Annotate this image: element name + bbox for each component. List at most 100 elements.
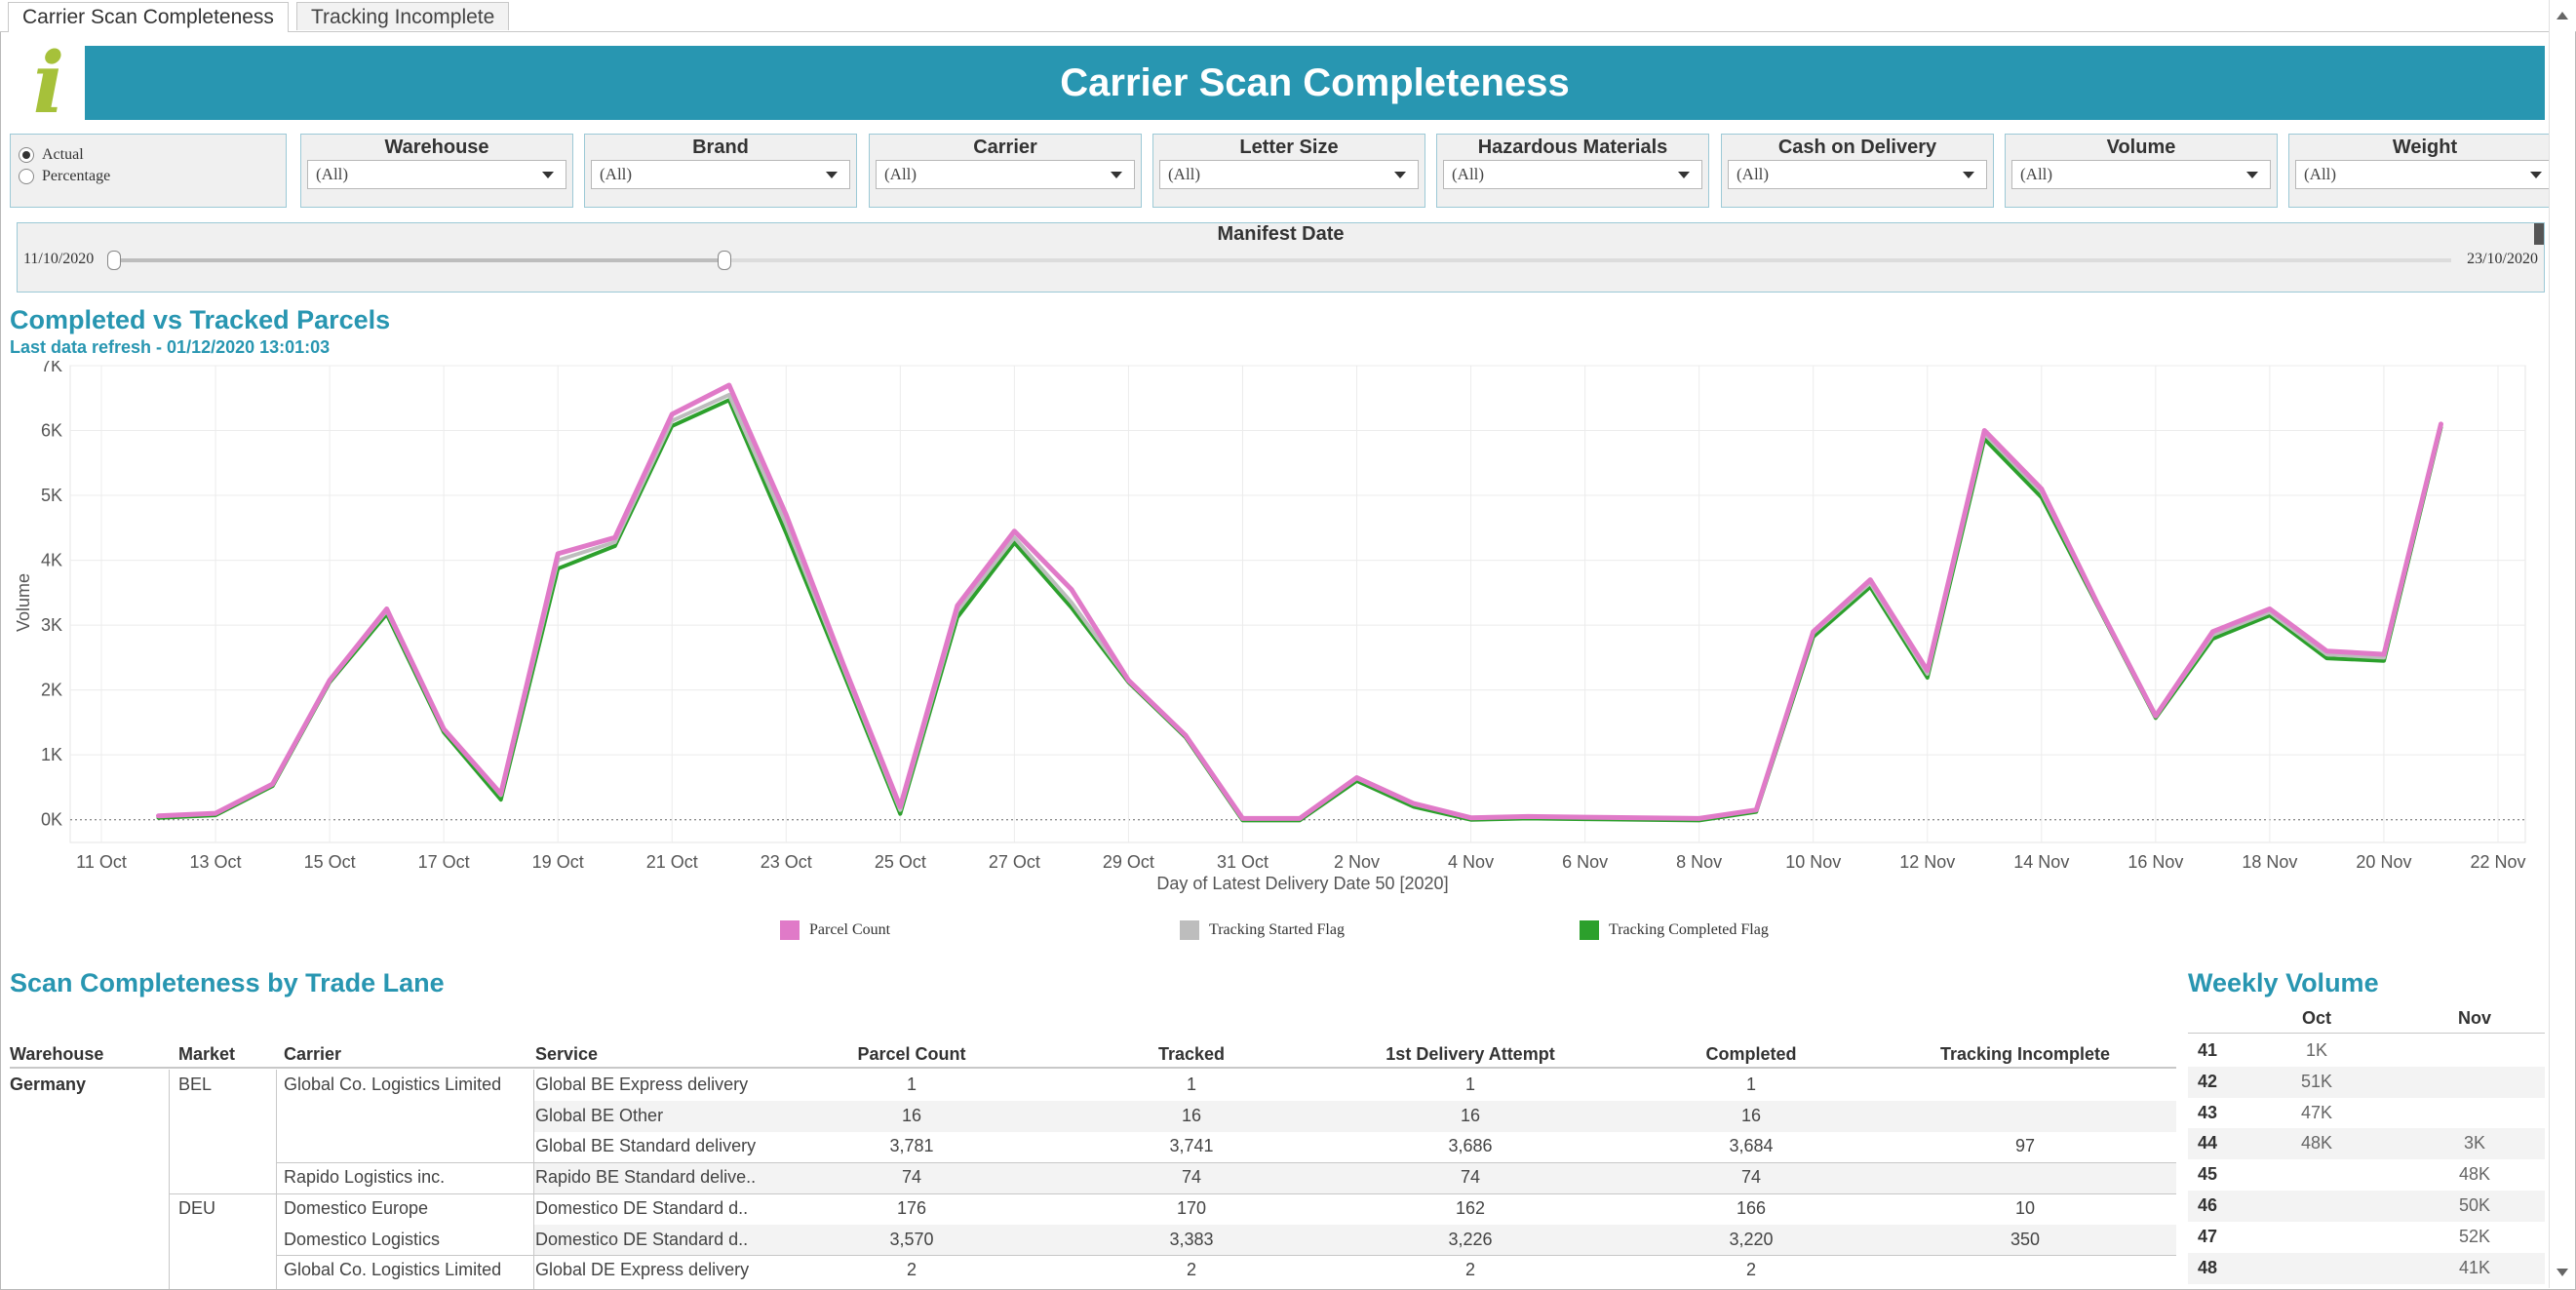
filter-volume: Volume (All) bbox=[2005, 134, 2278, 208]
filter-weight-dropdown[interactable]: (All) bbox=[2295, 160, 2555, 189]
col-header-tracked[interactable]: Tracked bbox=[1157, 1044, 1226, 1064]
x-tick-label: 4 Nov bbox=[1448, 852, 1494, 872]
col-header-tracking-incomplete[interactable]: Tracking Incomplete bbox=[1939, 1044, 2111, 1064]
cell-tracked: 2 bbox=[1186, 1260, 1196, 1280]
tab-carrier-scan-completeness[interactable]: Carrier Scan Completeness bbox=[8, 2, 289, 32]
col-header-parcel-count[interactable]: Parcel Count bbox=[857, 1044, 966, 1064]
x-tick-label: 6 Nov bbox=[1562, 852, 1608, 872]
cell-tracked: 74 bbox=[1181, 1167, 1202, 1188]
filter-letter-size-label: Letter Size bbox=[1239, 137, 1339, 158]
y-tick-label: 6K bbox=[41, 421, 62, 441]
tab-tracking-incomplete[interactable]: Tracking Incomplete bbox=[296, 2, 510, 30]
vertical-scrollbar[interactable] bbox=[2549, 0, 2575, 1288]
manifest-end-date: 23/10/2020 bbox=[2467, 251, 2538, 267]
cell-parcel: 3,781 bbox=[889, 1136, 934, 1156]
filter-hazardous-materials-value: (All) bbox=[1452, 165, 1485, 183]
weekly-week-number: 46 bbox=[2198, 1195, 2218, 1215]
col-header-market[interactable]: Market bbox=[178, 1044, 236, 1064]
legend-tracking-completed[interactable]: Tracking Completed Flag bbox=[1580, 919, 1769, 942]
filter-brand-dropdown[interactable]: (All) bbox=[591, 160, 850, 189]
table-header-divider bbox=[10, 1067, 2176, 1069]
weekly-oct-value: 47K bbox=[2300, 1102, 2333, 1122]
x-tick-label: 25 Oct bbox=[875, 852, 926, 872]
filter-carrier-label: Carrier bbox=[973, 137, 1037, 158]
x-tick-label: 14 Nov bbox=[2013, 852, 2069, 872]
scroll-up-icon[interactable] bbox=[2556, 12, 2568, 20]
manifest-date-label: Manifest Date bbox=[1217, 223, 1345, 245]
cell-service: Domestico DE Standard d.. bbox=[535, 1229, 749, 1249]
cell-tracked: 16 bbox=[1181, 1105, 1202, 1125]
chart-subtitle: Last data refresh - 01/12/2020 13:01:03 bbox=[10, 337, 331, 357]
chevron-down-icon[interactable] bbox=[1678, 172, 1690, 178]
cell-parcel: 3,570 bbox=[889, 1229, 934, 1249]
y-tick-label: 5K bbox=[41, 486, 62, 505]
cell-first: 3,226 bbox=[1448, 1229, 1493, 1249]
cell-service: Domestico DE Standard d.. bbox=[535, 1197, 749, 1218]
cell-parcel: 1 bbox=[906, 1075, 917, 1094]
filter-weight: Weight (All) bbox=[2288, 134, 2561, 208]
filter-carrier-dropdown[interactable]: (All) bbox=[876, 160, 1135, 189]
cell-tracked: 3,741 bbox=[1169, 1136, 1214, 1156]
weekly-row-band bbox=[2188, 1252, 2545, 1284]
radio-actual[interactable]: Actual bbox=[19, 144, 84, 166]
x-tick-label: 8 Nov bbox=[1676, 852, 1722, 872]
col-header-carrier[interactable]: Carrier bbox=[284, 1044, 342, 1064]
legend-tracking-completed-swatch bbox=[1580, 920, 1599, 941]
date-slider-end-handle[interactable] bbox=[718, 251, 731, 270]
filter-volume-value: (All) bbox=[2020, 165, 2053, 183]
weekly-oct-value: 1K bbox=[2305, 1040, 2328, 1060]
chart-title: Completed vs Tracked Parcels bbox=[10, 305, 391, 334]
radio-percentage-circle[interactable] bbox=[19, 169, 34, 185]
weekly-week-number: 47 bbox=[2198, 1226, 2218, 1246]
cell-completed: 16 bbox=[1740, 1105, 1762, 1125]
col-header-warehouse[interactable]: Warehouse bbox=[10, 1044, 104, 1064]
radio-percentage[interactable]: Percentage bbox=[19, 166, 110, 187]
legend-tracking-started-label: Tracking Started Flag bbox=[1209, 921, 1345, 938]
chevron-down-icon[interactable] bbox=[826, 172, 838, 178]
x-tick-label: 10 Nov bbox=[1785, 852, 1841, 872]
cell-completed: 74 bbox=[1740, 1167, 1762, 1188]
scroll-down-icon[interactable] bbox=[2556, 1269, 2568, 1276]
filter-letter-size-dropdown[interactable]: (All) bbox=[1159, 160, 1419, 189]
chevron-down-icon[interactable] bbox=[1394, 172, 1406, 178]
filter-hazardous-materials-label: Hazardous Materials bbox=[1477, 137, 1668, 158]
line-chart[interactable]: 0K 1K 2K 3K 4K 5K 6K 7K 11 Oct 13 Oct 15 Oct 17 Oct… bbox=[0, 361, 2549, 897]
filter-warehouse-dropdown[interactable]: (All) bbox=[307, 160, 566, 189]
cell-tracked: 170 bbox=[1176, 1197, 1207, 1218]
x-tick-label: 17 Oct bbox=[418, 852, 470, 872]
x-tick-label: 15 Oct bbox=[304, 852, 356, 872]
chevron-down-icon[interactable] bbox=[1963, 172, 1974, 178]
weekly-nov-value: 52K bbox=[2458, 1226, 2491, 1246]
date-slider-track[interactable] bbox=[107, 251, 2451, 270]
filter-hazardous-materials: Hazardous Materials (All) bbox=[1436, 134, 1709, 208]
radio-actual-circle[interactable] bbox=[19, 147, 34, 164]
legend-tracking-completed-label: Tracking Completed Flag bbox=[1609, 921, 1769, 938]
series-line-parcel-count[interactable] bbox=[156, 382, 2443, 821]
filter-volume-dropdown[interactable]: (All) bbox=[2011, 160, 2271, 189]
weekly-col-oct[interactable]: Oct bbox=[2301, 1008, 2331, 1028]
info-icon[interactable]: i bbox=[32, 34, 65, 133]
filter-hazardous-materials-dropdown[interactable]: (All) bbox=[1443, 160, 1702, 189]
slider-corner-handle[interactable] bbox=[2534, 223, 2544, 245]
col-header-service[interactable]: Service bbox=[535, 1044, 599, 1064]
row-band bbox=[533, 1162, 2176, 1194]
col-header-1st-delivery-attempt[interactable]: 1st Delivery Attempt bbox=[1386, 1044, 1555, 1064]
row-divider bbox=[276, 1162, 2176, 1164]
cell-warehouse: Germany bbox=[10, 1075, 87, 1094]
chevron-down-icon[interactable] bbox=[1111, 172, 1122, 178]
plot-area bbox=[69, 365, 2526, 843]
filter-letter-size: Letter Size (All) bbox=[1152, 134, 1425, 208]
cell-tracked: 3,383 bbox=[1169, 1229, 1214, 1249]
date-slider-start-handle[interactable] bbox=[107, 251, 121, 270]
legend-tracking-started[interactable]: Tracking Started Flag bbox=[1180, 919, 1345, 942]
radio-actual-label: Actual bbox=[42, 146, 84, 163]
x-tick-label: 16 Nov bbox=[2127, 852, 2183, 872]
chevron-down-icon[interactable] bbox=[2246, 172, 2258, 178]
col-header-completed[interactable]: Completed bbox=[1705, 1044, 1797, 1064]
legend-parcel-count[interactable]: Parcel Count bbox=[780, 919, 890, 942]
chevron-down-icon[interactable] bbox=[542, 172, 554, 178]
chevron-down-icon[interactable] bbox=[2530, 172, 2542, 178]
filter-brand-value: (All) bbox=[600, 165, 633, 183]
weekly-col-nov[interactable]: Nov bbox=[2457, 1008, 2491, 1028]
filter-cash-on-delivery-dropdown[interactable]: (All) bbox=[1728, 160, 1987, 189]
